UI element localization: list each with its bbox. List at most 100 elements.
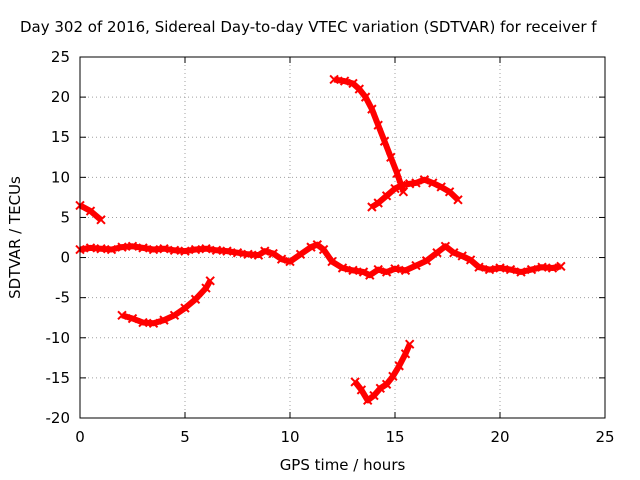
data-point: [457, 251, 467, 261]
data-point: [295, 249, 306, 260]
data-point: [495, 263, 505, 273]
data-point: [453, 195, 463, 205]
data-point: [373, 264, 383, 275]
data-point: [526, 264, 537, 275]
y-tick-label: -15: [46, 369, 71, 387]
plot-frame: [79, 56, 606, 419]
data-point: [348, 265, 358, 276]
y-tick-label: 25: [51, 48, 70, 66]
data-point: [201, 244, 211, 254]
data-point: [484, 264, 495, 275]
data-point: [449, 248, 459, 258]
data-point: [329, 74, 339, 85]
data-point: [547, 263, 558, 273]
data-point: [356, 385, 367, 395]
data-point: [381, 267, 392, 277]
data-point: [444, 187, 455, 197]
data-point: [253, 250, 264, 260]
data-point: [474, 262, 484, 272]
data-point: [428, 178, 438, 188]
y-tick-label: 10: [51, 168, 70, 186]
data-point: [373, 198, 383, 208]
x-tick-label: 15: [385, 428, 404, 446]
data-point: [205, 276, 215, 286]
data-point: [379, 136, 390, 146]
y-tick-label: -20: [46, 409, 71, 427]
y-tick-label: 20: [51, 88, 70, 106]
data-point: [381, 379, 392, 390]
data-series-group: [75, 74, 566, 406]
data-point: [419, 175, 430, 185]
data-point: [398, 187, 409, 197]
data-point: [373, 120, 383, 130]
data-point: [367, 202, 377, 212]
data-point: [516, 267, 526, 277]
data-point: [117, 242, 127, 252]
data-point: [375, 383, 386, 394]
chart-title: Day 302 of 2016, Sidereal Day-to-day VTE…: [20, 18, 597, 36]
data-point: [367, 104, 377, 114]
data-point: [411, 260, 421, 271]
data-point: [390, 183, 400, 194]
data-point: [350, 377, 360, 387]
data-point: [465, 255, 476, 265]
data-point: [390, 264, 400, 274]
x-tick-label: 0: [75, 428, 85, 446]
data-point: [400, 349, 411, 359]
data-point: [127, 241, 138, 252]
data-point: [318, 244, 329, 255]
data-point: [127, 313, 138, 324]
y-tick-label: -10: [46, 329, 71, 347]
data-point: [421, 256, 432, 266]
data-point: [96, 215, 106, 225]
data-point: [117, 310, 127, 321]
x-axis-label: GPS time / hours: [280, 456, 406, 474]
data-point: [537, 262, 547, 272]
data-point: [260, 246, 270, 256]
data-point: [243, 249, 253, 260]
data-point: [396, 180, 407, 191]
x-tick-label: 20: [490, 428, 509, 446]
y-axis-label: SDTVAR / TECUs: [6, 176, 24, 299]
x-tick-label: 10: [280, 428, 299, 446]
data-point: [362, 395, 373, 406]
data-point: [440, 241, 451, 252]
data-point: [85, 243, 96, 253]
data-point: [190, 244, 201, 255]
data-point: [312, 240, 323, 250]
data-point: [148, 318, 159, 329]
data-point: [148, 244, 159, 255]
data-point: [276, 254, 287, 264]
data-point: [505, 264, 516, 275]
data-point: [436, 182, 446, 192]
data-point: [138, 317, 148, 328]
data-point: [268, 248, 278, 259]
data-point: [306, 242, 316, 252]
data-point: [85, 206, 96, 216]
data-series-3: [121, 279, 213, 327]
data-point: [556, 261, 566, 272]
data-point: [369, 390, 379, 401]
data-point: [400, 265, 411, 276]
data-point: [159, 315, 169, 325]
data-point: [211, 245, 222, 256]
data-point: [327, 256, 337, 267]
data-point: [190, 294, 201, 304]
data-point: [169, 310, 180, 321]
data-point: [201, 283, 211, 293]
data-point: [337, 263, 348, 273]
data-point: [360, 92, 371, 102]
y-tick-label: 5: [60, 208, 70, 226]
data-point: [232, 248, 243, 258]
data-series-4: [333, 76, 407, 193]
data-point: [411, 178, 421, 188]
x-tick-label: 25: [595, 428, 614, 446]
data-point: [394, 361, 404, 371]
data-point: [180, 246, 190, 256]
data-point: [159, 244, 169, 254]
data-point: [404, 339, 415, 349]
data-point: [222, 246, 232, 256]
data-point: [354, 84, 365, 94]
axis-ticks: 0 5 10 15 20 25 -20 -15 -10 -5 0 5 10 15 20 25: [46, 48, 615, 446]
